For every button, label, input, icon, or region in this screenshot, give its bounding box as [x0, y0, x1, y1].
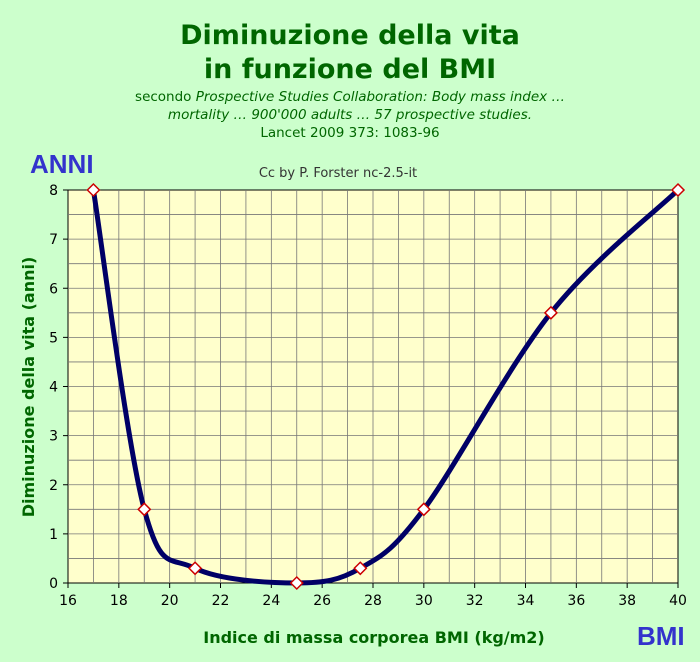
y-tick-label: 8 — [49, 183, 58, 199]
y-tick-label: 1 — [49, 527, 58, 543]
x-tick-label: 24 — [262, 593, 280, 609]
y-unit-label: ANNI — [30, 149, 94, 179]
data-point-marker — [188, 561, 203, 576]
x-tick-label: 20 — [161, 593, 179, 609]
x-tick-label: 32 — [466, 593, 484, 609]
data-point-marker — [137, 502, 152, 517]
credit-label: Cc by P. Forster nc-2.5-it — [259, 166, 417, 181]
subtitle-italic-1: Prospective Studies Collaboration: Body … — [195, 89, 565, 105]
y-tick-label: 3 — [49, 429, 58, 445]
chart-subtitle-line1: secondo Prospective Studies Collaboratio… — [0, 89, 700, 106]
x-tick-label: 28 — [364, 593, 382, 609]
y-axis-label: Diminuzione della vita (anni) — [19, 257, 38, 518]
y-tick-label: 5 — [49, 330, 58, 346]
y-tick-label: 6 — [49, 281, 58, 297]
x-tick-label: 30 — [415, 593, 433, 609]
data-point-marker — [543, 305, 558, 320]
subtitle-italic-2: mortality … 900'000 adults … 57 prospect… — [167, 107, 533, 123]
y-tick-label: 0 — [49, 576, 58, 592]
markers — [86, 182, 686, 591]
x-tick-label: 38 — [618, 593, 636, 609]
data-point-marker — [670, 182, 686, 198]
data-point-marker — [353, 561, 368, 576]
x-tick-label: 16 — [59, 593, 77, 609]
x-tick-label: 26 — [313, 593, 331, 609]
x-tick-label: 40 — [669, 593, 687, 609]
chart-subtitle-line2: mortality … 900'000 adults … 57 prospect… — [0, 107, 700, 124]
grid-lines — [68, 190, 678, 583]
chart-title-line1: Diminuzione della vita — [180, 20, 520, 51]
x-tick-label: 34 — [517, 593, 535, 609]
y-tick-label: 7 — [49, 232, 58, 248]
y-tick-label: 2 — [49, 478, 58, 494]
x-tick-label: 36 — [567, 593, 585, 609]
x-unit-label: BMI — [637, 621, 685, 651]
x-tick-label: 18 — [110, 593, 128, 609]
data-point-marker — [416, 502, 431, 517]
x-tick-label: 22 — [212, 593, 230, 609]
chart-title-line2: in funzione del BMI — [203, 54, 497, 85]
data-point-marker — [289, 575, 304, 591]
y-tick-label: 4 — [49, 380, 58, 396]
chart-subtitle-line3: Lancet 2009 373: 1083-96 — [260, 125, 440, 141]
data-point-marker — [86, 182, 101, 198]
subtitle-prefix: secondo — [135, 89, 192, 105]
x-axis-label: Indice di massa corporea BMI (kg/m2) — [203, 628, 545, 647]
